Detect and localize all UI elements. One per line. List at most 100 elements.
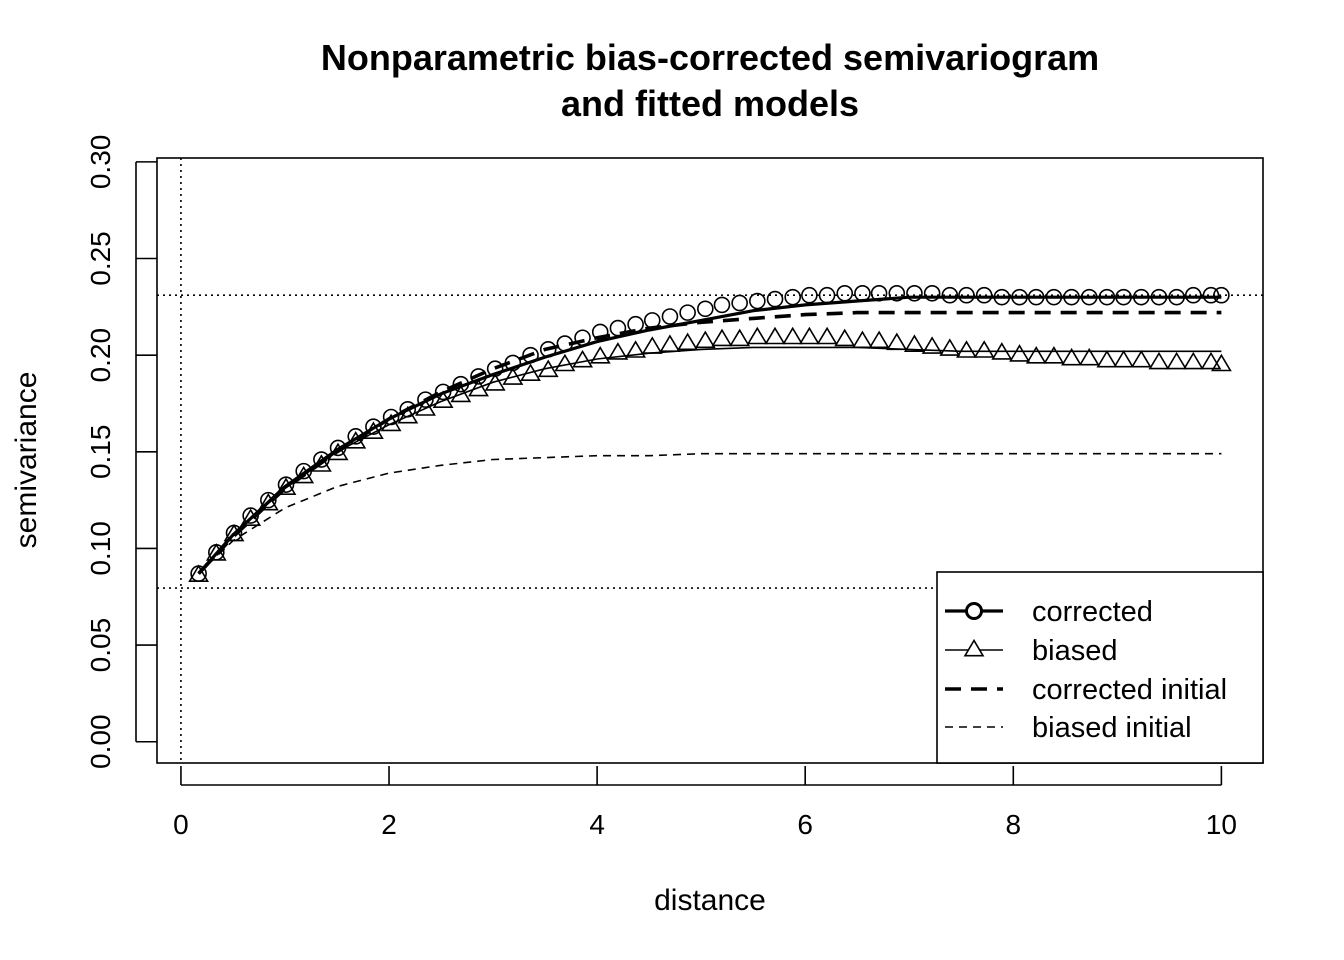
- corrected-point: [609, 319, 627, 337]
- biased-point: [293, 465, 315, 484]
- corrected-point: [1202, 286, 1220, 304]
- biased-point: [240, 508, 262, 527]
- corrected-point: [906, 285, 923, 302]
- biased-point: [502, 367, 524, 385]
- biased-point: [955, 340, 977, 358]
- axes: 0 2 4 6 8 10 0.00 0.05 0.10 0.15 0.20 0.25 0.30: [85, 135, 1264, 840]
- corrected-point: [923, 285, 941, 302]
- corrected-point: [1011, 288, 1028, 306]
- corrected-point: [975, 286, 993, 304]
- biased-point: [1025, 346, 1047, 364]
- biased-point: [921, 336, 943, 354]
- biased-point: [572, 349, 594, 368]
- corrected-point: [1027, 288, 1045, 306]
- corrected-point: [766, 290, 784, 308]
- corrected-initial-line: [197, 310, 1222, 575]
- biased-point: [1096, 349, 1118, 368]
- biased-point: [607, 342, 629, 360]
- legend-marker-biased: [963, 638, 985, 657]
- corrected-point: [347, 428, 365, 445]
- corrected-point: [1063, 288, 1080, 306]
- corrected-point: [784, 288, 802, 306]
- biased-point: [694, 330, 716, 349]
- corrected-point: [627, 315, 644, 333]
- biased-point: [1061, 347, 1083, 366]
- corrected-point: [313, 451, 330, 468]
- biased-point: [641, 336, 663, 354]
- biased-point: [991, 342, 1013, 360]
- x-tick-label: 8: [1006, 809, 1022, 840]
- y-tick-label: 0.05: [85, 618, 116, 673]
- corrected-point: [836, 285, 854, 302]
- biased-point: [1200, 351, 1222, 370]
- biased-point: [746, 326, 768, 345]
- corrected-point: [1184, 286, 1202, 304]
- biased-point: [257, 492, 279, 511]
- x-tick-label: 4: [589, 809, 605, 840]
- biased-point: [310, 454, 332, 472]
- biased-point: [275, 477, 297, 496]
- biased-point: [764, 326, 786, 345]
- chart-title-line-2: and fitted models: [561, 83, 859, 124]
- corrected-point: [452, 375, 470, 393]
- y-tick-label: 0.25: [85, 231, 116, 286]
- plot-frame: [156, 157, 1264, 764]
- corrected-point: [1150, 288, 1168, 306]
- biased-point: [782, 326, 804, 345]
- corrected-point: [888, 285, 906, 302]
- biased-point: [939, 338, 961, 356]
- y-tick-label: 0.00: [85, 714, 116, 769]
- reference-lines: [157, 158, 1263, 763]
- corrected-point: [399, 400, 417, 418]
- corrected-point: [277, 476, 295, 493]
- biased-point: [1166, 351, 1188, 370]
- chart-title-line-1: Nonparametric bias-corrected semivariogr…: [321, 37, 1099, 78]
- y-tick-label: 0.30: [85, 135, 116, 190]
- corrected-point: [365, 418, 382, 435]
- corrected-point: [486, 360, 504, 377]
- biased-point: [1078, 347, 1100, 366]
- biased-point: [345, 431, 367, 449]
- biased-point: [589, 346, 611, 364]
- y-tick-label: 0.20: [85, 328, 116, 383]
- biased-point: [816, 326, 838, 345]
- y-tick-label: 0.10: [85, 521, 116, 576]
- biased-point: [484, 373, 506, 391]
- legend-label: corrected: [1032, 596, 1153, 628]
- biased-point: [659, 334, 681, 353]
- biased-point: [903, 334, 925, 353]
- biased-initial-line: [198, 452, 1222, 575]
- legend-label: corrected initial: [1032, 674, 1227, 706]
- biased-point: [520, 363, 541, 382]
- corrected-point: [679, 304, 696, 321]
- biased-point: [973, 340, 995, 358]
- corrected-point: [591, 323, 609, 341]
- corrected-point: [417, 391, 434, 408]
- corrected-point: [504, 354, 522, 372]
- series-layer: [188, 285, 1232, 583]
- y-tick-label: 0.15: [85, 425, 116, 480]
- biased-point: [1043, 346, 1065, 364]
- corrected-point: [190, 565, 207, 582]
- biased-point: [1210, 353, 1232, 372]
- legend-marker-corrected: [965, 602, 983, 620]
- biased-point: [834, 328, 856, 347]
- corrected-point: [713, 296, 731, 314]
- corrected-point: [574, 329, 591, 347]
- corrected-point: [556, 335, 574, 352]
- corrected-point: [242, 507, 259, 524]
- biased-point: [362, 421, 384, 440]
- biased-point: [1182, 351, 1204, 370]
- x-tick-label: 0: [173, 809, 189, 840]
- corrected-fitted-line: [197, 295, 1222, 575]
- corrected-point: [941, 286, 959, 304]
- corrected-point: [818, 286, 836, 304]
- biased-point: [1009, 344, 1031, 362]
- x-tick-label: 6: [797, 809, 813, 840]
- biased-point: [450, 384, 472, 403]
- y-axis-label: semivariance: [10, 372, 43, 549]
- corrected-point: [225, 524, 243, 542]
- corrected-point: [470, 368, 487, 385]
